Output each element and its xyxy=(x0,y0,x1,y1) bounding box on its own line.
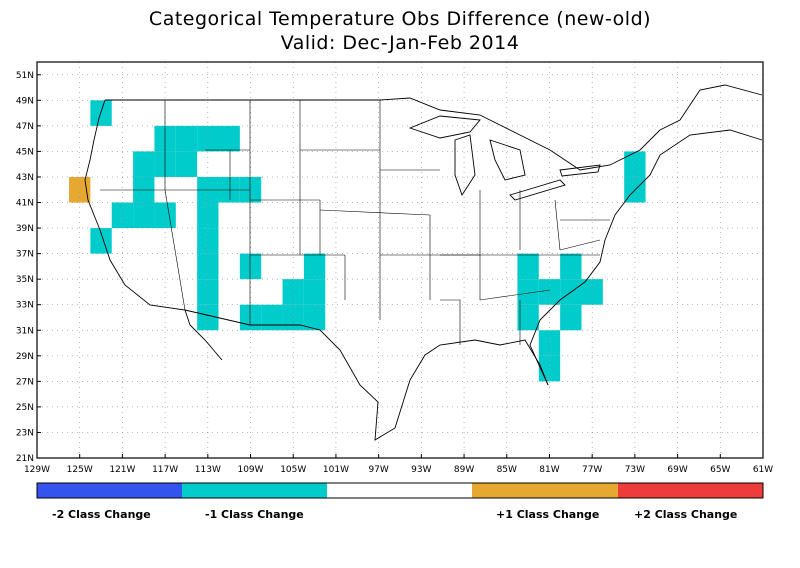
lon-tick-label: 77W xyxy=(582,465,602,475)
lon-tick-label: 73W xyxy=(625,465,645,475)
lat-tick-label: 43N xyxy=(16,173,34,183)
cell-minus1 xyxy=(303,304,326,331)
state-lines-west xyxy=(100,100,380,325)
lon-tick-label: 129W xyxy=(24,465,50,475)
cell-minus1 xyxy=(261,304,283,331)
lat-tick-label: 51N xyxy=(16,71,34,81)
lat-tick-label: 35N xyxy=(16,275,34,285)
cell-minus1 xyxy=(282,279,304,305)
cell-minus1 xyxy=(581,279,603,305)
lat-tick-label: 31N xyxy=(16,326,34,336)
legend-label-minus1: -1 Class Change xyxy=(205,508,304,521)
lon-tick-label: 69W xyxy=(667,465,687,475)
cell-minus1 xyxy=(538,279,561,305)
lon-tick-label: 81W xyxy=(539,465,559,475)
cell-minus1 xyxy=(90,228,112,254)
cell-minus1 xyxy=(239,253,262,280)
map-subtitle: Valid: Dec-Jan-Feb 2014 xyxy=(280,32,520,54)
cell-minus1 xyxy=(218,125,240,152)
lat-tick-label: 49N xyxy=(16,96,34,106)
state-lines-central xyxy=(319,100,521,345)
legend-swatch-zero xyxy=(327,483,472,498)
lat-tick-label: 21N xyxy=(16,454,34,464)
cell-minus1 xyxy=(624,151,646,177)
state-boundaries xyxy=(100,100,610,345)
lat-tick-label: 41N xyxy=(16,199,34,209)
cell-minus1 xyxy=(175,125,198,152)
legend-swatch-minus2 xyxy=(37,483,182,498)
cell-minus1 xyxy=(133,151,155,177)
cell-minus1 xyxy=(517,304,539,331)
lat-tick-label: 27N xyxy=(16,377,34,387)
longitude-tick-labels: 129W 125W 121W 117W 113W 109W 105W 101W 97W 93W 89… xyxy=(24,454,773,475)
lat-tick-label: 47N xyxy=(16,122,34,132)
cell-minus1 xyxy=(303,253,326,280)
pacific-coast xyxy=(84,99,223,361)
cell-minus1 xyxy=(303,279,326,305)
map-title: Categorical Temperature Obs Difference (… xyxy=(148,8,652,30)
lat-tick-label: 29N xyxy=(16,352,34,362)
lat-tick-label: 23N xyxy=(16,428,34,438)
lat-tick-label: 33N xyxy=(16,301,34,311)
lon-tick-label: 97W xyxy=(368,465,388,475)
legend-swatch-minus1 xyxy=(182,483,327,498)
lat-tick-label: 25N xyxy=(16,403,34,413)
lon-tick-label: 109W xyxy=(237,465,263,475)
cell-minus1 xyxy=(538,330,561,356)
lat-tick-label: 37N xyxy=(16,250,34,260)
southern-border xyxy=(184,309,549,441)
lake-huron xyxy=(489,139,526,181)
cell-minus1 xyxy=(560,253,582,280)
lon-tick-label: 61W xyxy=(753,465,773,475)
cell-minus1 xyxy=(560,304,582,331)
cell-minus1 xyxy=(154,202,176,229)
legend-label-plus2: +2 Class Change xyxy=(634,508,738,521)
legend-colorbar xyxy=(36,482,764,499)
lat-tick-label: 45N xyxy=(16,147,34,157)
legend-swatch-plus2 xyxy=(618,483,763,498)
cell-minus1 xyxy=(239,176,262,203)
lon-tick-label: 121W xyxy=(109,465,135,475)
lake-erie xyxy=(509,179,566,201)
legend-label-minus2: -2 Class Change xyxy=(52,508,151,521)
lon-tick-label: 105W xyxy=(280,465,306,475)
gridlines xyxy=(36,62,764,459)
cell-minus1 xyxy=(133,202,155,229)
legend-label-plus1: +1 Class Change xyxy=(496,508,600,521)
cell-minus1 xyxy=(197,253,219,280)
lon-tick-label: 125W xyxy=(67,465,93,475)
cell-minus1 xyxy=(111,202,134,229)
lake-superior xyxy=(408,115,481,139)
cell-minus1 xyxy=(517,253,539,280)
us-outline xyxy=(84,84,763,441)
cell-plus1 xyxy=(69,176,91,203)
lat-tick-label: 39N xyxy=(16,224,34,234)
latitude-tick-labels: 51N 49N 47N 45N 43N 41N 39N 37N 35N 33N 31N 29N 27N 2… xyxy=(16,71,41,464)
cell-minus1 xyxy=(175,151,198,177)
atlantic-coast xyxy=(529,129,763,386)
northern-border xyxy=(105,84,763,171)
lon-tick-label: 85W xyxy=(497,465,517,475)
lon-tick-label: 65W xyxy=(710,465,730,475)
map-frame xyxy=(36,61,764,459)
state-lines-east xyxy=(440,199,610,345)
lon-tick-label: 113W xyxy=(195,465,221,475)
cell-minus1 xyxy=(197,279,219,305)
cell-minus1 xyxy=(197,125,219,152)
cell-minus1 xyxy=(197,202,219,229)
cell-minus1 xyxy=(517,279,539,305)
lon-tick-label: 101W xyxy=(323,465,349,475)
lon-tick-label: 93W xyxy=(411,465,431,475)
lake-michigan xyxy=(454,134,476,197)
legend-swatch-plus1 xyxy=(472,483,618,498)
lake-ontario xyxy=(559,164,601,177)
lon-tick-label: 89W xyxy=(454,465,474,475)
lon-tick-label: 117W xyxy=(152,465,178,475)
cell-minus1 xyxy=(197,228,219,254)
